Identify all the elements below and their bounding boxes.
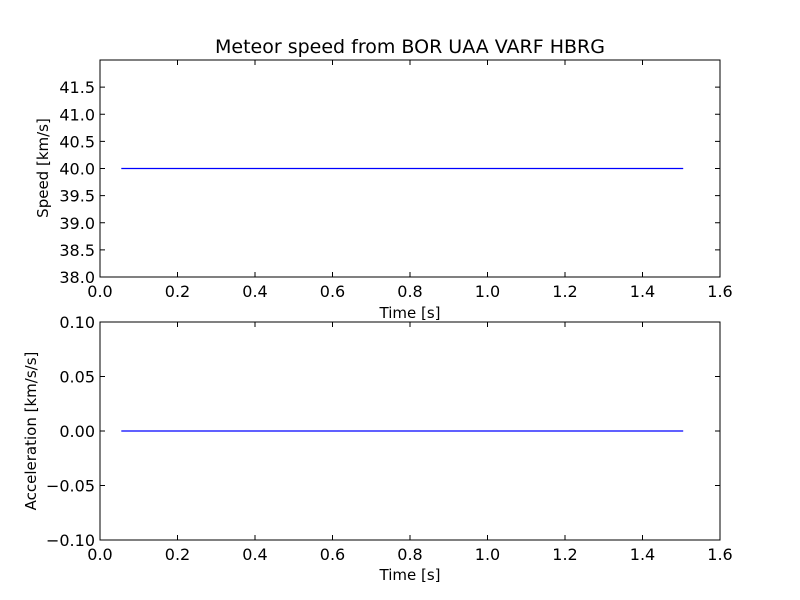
x-tick-label: 1.0	[475, 282, 500, 301]
x-tick-label: 1.2	[552, 282, 577, 301]
y-tick-label: 39.0	[59, 214, 95, 233]
x-tick-label: 0.6	[320, 282, 345, 301]
y-tick-label: 0.05	[59, 368, 95, 387]
x-tick-label: 1.4	[630, 545, 655, 564]
y-axis-label: Speed [km/s]	[34, 118, 52, 218]
x-tick-label: 0.0	[87, 545, 112, 564]
x-tick-label: 0.4	[242, 282, 267, 301]
x-tick-label: 0.4	[242, 545, 267, 564]
chart-title: Meteor speed from BOR UAA VARF HBRG	[215, 36, 605, 58]
x-tick-label: 1.2	[552, 545, 577, 564]
x-tick-label: 0.2	[165, 545, 190, 564]
y-tick-label: −0.10	[46, 531, 95, 550]
y-tick-label: 38.0	[59, 268, 95, 287]
y-tick-label: 39.5	[59, 187, 95, 206]
y-tick-label: −0.05	[46, 477, 95, 496]
y-tick-label: 0.00	[59, 422, 95, 441]
x-tick-label: 1.0	[475, 545, 500, 564]
y-tick-label: 40.0	[59, 160, 95, 179]
acceleration-chart: Time [s] Acceleration [km/s/s] 0.0 0.2 0.4…	[22, 313, 733, 584]
x-tick-label: 1.6	[707, 545, 732, 564]
y-tick-label: 0.10	[59, 313, 95, 332]
x-tick-label: 0.8	[397, 282, 422, 301]
x-axis-label: Time [s]	[379, 304, 441, 322]
y-tick-label: 41.5	[59, 78, 95, 97]
x-tick-label: 0.6	[320, 545, 345, 564]
y-tick-label: 38.5	[59, 241, 95, 260]
x-tick-label: 0.0	[87, 282, 112, 301]
x-tick-label: 1.4	[630, 282, 655, 301]
x-tick-label: 1.6	[707, 282, 732, 301]
x-tick-label: 0.2	[165, 282, 190, 301]
x-tick-label: 0.8	[397, 545, 422, 564]
y-tick-label: 41.0	[59, 105, 95, 124]
y-tick-label: 40.5	[59, 132, 95, 151]
speed-chart: Meteor speed from BOR UAA VARF HBRG Time…	[34, 36, 733, 322]
y-axis-label: Acceleration [km/s/s]	[22, 352, 40, 511]
x-axis-label: Time [s]	[379, 566, 441, 584]
